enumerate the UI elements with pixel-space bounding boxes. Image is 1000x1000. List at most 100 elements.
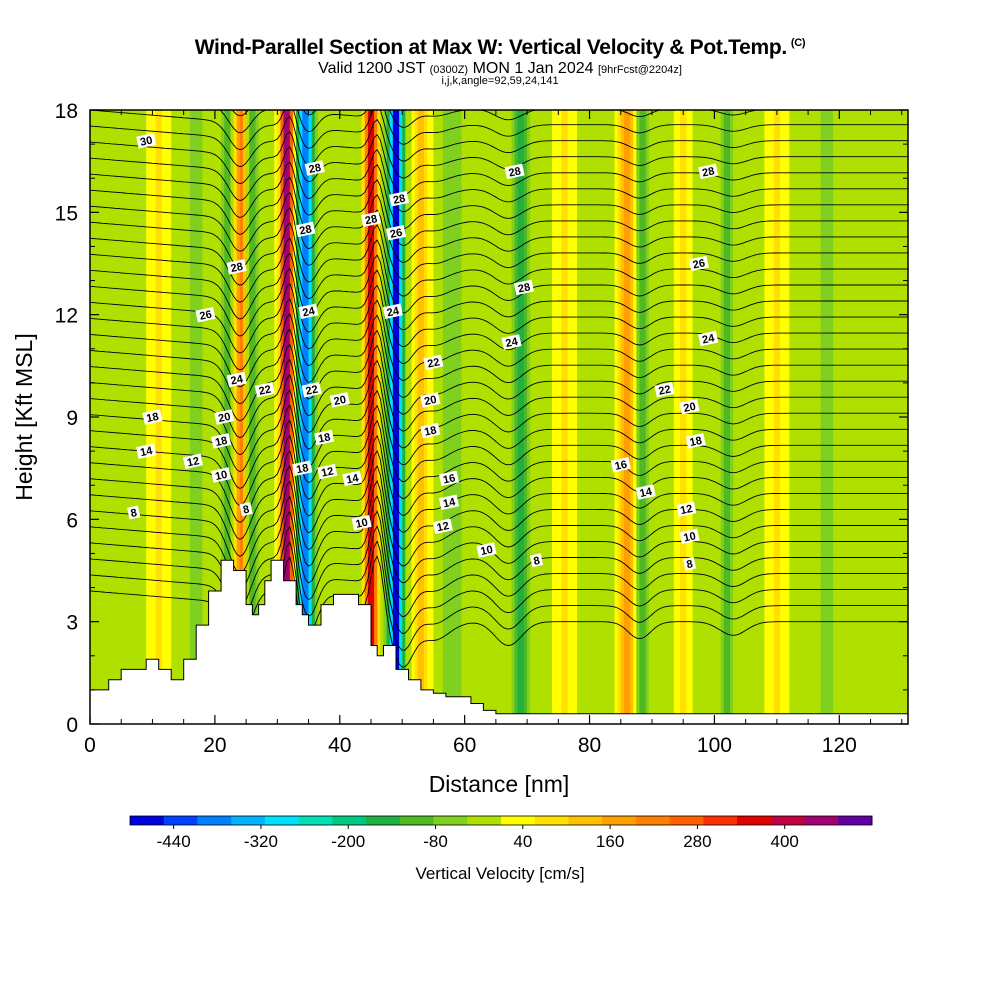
- isentrope-label-text: 18: [295, 462, 309, 476]
- velocity-column: [886, 110, 890, 724]
- velocity-column: [642, 110, 647, 724]
- velocity-column: [314, 110, 319, 724]
- isentrope-line: [90, 176, 908, 246]
- velocity-column: [399, 110, 403, 724]
- x-tick-label: 120: [822, 734, 857, 757]
- colorbar-swatch: [130, 816, 165, 825]
- velocity-column: [408, 110, 413, 724]
- velocity-column: [608, 110, 612, 724]
- velocity-column: [380, 110, 385, 724]
- isentrope-line: [90, 404, 908, 499]
- isentrope-label-bg: [226, 259, 247, 275]
- velocity-column: [252, 110, 257, 724]
- isentrope-label-text: 24: [386, 305, 401, 319]
- isentrope-label-text: 24: [504, 336, 519, 350]
- isentrope-label: 28: [513, 279, 535, 296]
- velocity-column: [271, 110, 275, 724]
- colorbar-swatch: [231, 816, 266, 825]
- velocity-column: [814, 110, 819, 724]
- velocity-column: [489, 110, 494, 724]
- isentrope-labels: 30 28 28 28 28 26 28 28 28 26 24 24 28 26 24 24 24 22 22 22…: [127, 132, 719, 571]
- colorbar-swatch: [703, 816, 738, 825]
- velocity-column: [99, 110, 104, 724]
- velocity-column: [177, 110, 182, 724]
- velocity-column: [127, 110, 132, 724]
- velocity-column: [870, 110, 875, 724]
- isentrope-label-bg: [389, 190, 410, 207]
- isentrope-label-text: 18: [145, 411, 159, 425]
- velocity-column: [464, 110, 469, 724]
- isentrope-label-text: 16: [442, 472, 456, 486]
- isentrope-label-text: 28: [392, 193, 406, 207]
- velocity-column: [683, 110, 687, 724]
- velocity-column: [864, 110, 869, 724]
- isentrope-label: 14: [438, 494, 460, 510]
- velocity-column: [455, 110, 460, 724]
- velocity-column: [739, 110, 744, 724]
- isentrope-label-text: 18: [317, 431, 331, 445]
- velocity-column: [817, 110, 822, 724]
- isentrope-label: 28: [304, 160, 325, 176]
- velocity-column: [449, 110, 453, 724]
- isentrope-label-bg: [226, 371, 247, 388]
- isentrope-label: 12: [432, 518, 453, 534]
- y-tick-label: 6: [66, 509, 78, 532]
- velocity-column: [520, 110, 525, 724]
- velocity-column: [136, 110, 141, 724]
- colorbar-tick-label: -80: [423, 832, 448, 851]
- velocity-column: [317, 110, 322, 724]
- velocity-column: [274, 110, 278, 724]
- velocity-column: [895, 110, 900, 724]
- isentrope-line: [90, 328, 908, 415]
- velocity-column: [720, 110, 725, 724]
- velocity-column: [452, 110, 456, 724]
- isentrope-label-bg: [142, 409, 163, 425]
- isentrope-label-text: 24: [301, 305, 316, 319]
- velocity-column: [424, 110, 428, 724]
- velocity-column: [595, 110, 600, 724]
- isentrope-label-bg: [292, 460, 313, 476]
- velocity-column: [755, 110, 759, 724]
- colorbar: -440 -320 -200 -80 40 160 280 400: [129, 815, 873, 851]
- velocity-column: [611, 110, 616, 724]
- y-tick-label: 0: [66, 714, 78, 737]
- isentrope-label-bg: [688, 255, 709, 272]
- velocity-column: [708, 110, 712, 724]
- isentrope-label-bg: [329, 392, 350, 408]
- isentrope-line: [90, 373, 908, 466]
- velocity-column: [211, 110, 216, 724]
- isentrope-label: 28: [389, 190, 410, 207]
- velocity-column: [798, 110, 803, 724]
- isentrope-label-text: 28: [701, 165, 715, 179]
- isentrope-label: 22: [254, 381, 275, 398]
- isentrope-line: [90, 131, 908, 196]
- colorbar-swatch: [264, 816, 300, 825]
- isentrope-label: 20: [420, 392, 441, 408]
- velocity-column: [402, 110, 406, 724]
- isentrope-line: [90, 115, 908, 179]
- velocity-column: [892, 110, 897, 724]
- x-tick-label: 20: [203, 734, 226, 757]
- copyright-mark: (C): [790, 37, 806, 49]
- velocity-column: [330, 110, 335, 724]
- velocity-column: [605, 110, 609, 724]
- isentrope-line: [90, 252, 908, 331]
- isentrope-line: [90, 434, 908, 533]
- isentrope-label-text: 12: [320, 465, 334, 479]
- velocity-column: [648, 110, 653, 724]
- colorbar-tick-label: -440: [157, 832, 191, 851]
- isentrope-label-bg: [342, 470, 363, 487]
- velocity-column: [598, 110, 603, 724]
- velocity-column: [174, 110, 179, 724]
- velocity-column: [676, 110, 681, 724]
- isentrope-label-text: 8: [532, 555, 540, 568]
- velocity-column: [267, 110, 272, 724]
- isentrope-label-bg: [698, 330, 719, 347]
- colorbar-swatch: [669, 816, 704, 825]
- velocity-column: [445, 110, 450, 724]
- colorbar-swatch: [635, 816, 671, 825]
- velocity-column: [258, 110, 263, 724]
- isentrope-label-text: 12: [186, 455, 200, 469]
- velocity-column: [730, 110, 734, 724]
- velocity-column: [499, 110, 503, 724]
